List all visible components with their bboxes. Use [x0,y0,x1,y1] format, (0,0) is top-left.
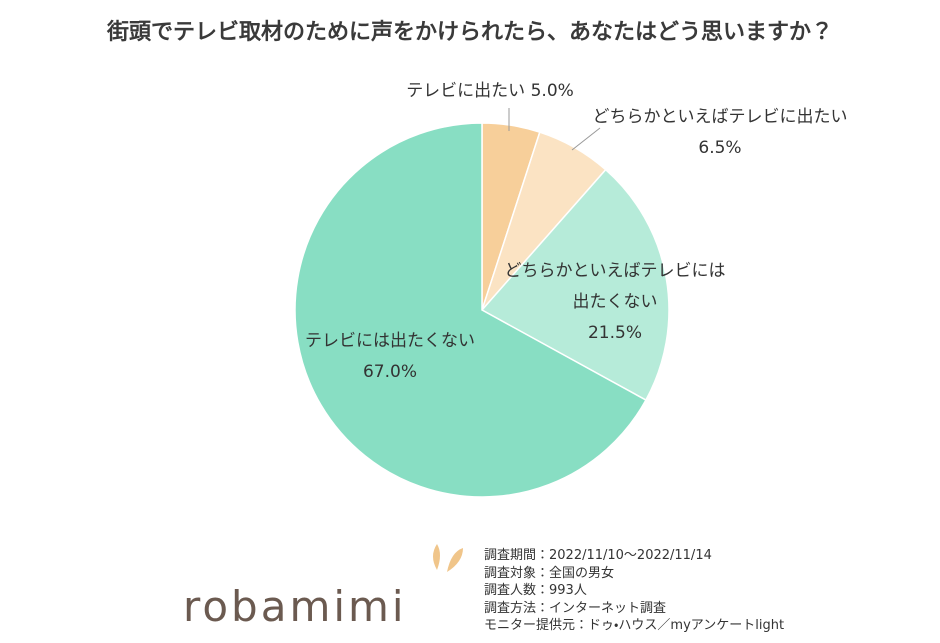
pie-slice [294,122,647,498]
note-line: 調査人数：993人 [484,583,587,598]
logo: robamimi [183,582,407,631]
slice-label: どちらかといえばテレビに出たい 6.5% [580,102,860,164]
note-line: 調査方法：インターネット調査 [484,600,667,616]
logo-ear [433,544,440,570]
slice-value: 6.5% [698,138,742,158]
slice-value: 67.0% [362,362,417,382]
pie [294,122,670,498]
slice-label: テレビには出たくない 67.0% [270,326,510,388]
leader-line [571,127,601,151]
note-line: モニター提供元：ドゥ・ハウス／myアンケートlight [484,618,785,633]
slice-name: テレビに出たい [406,81,526,101]
slice-value: 21.5% [587,323,642,343]
slice-label: テレビに出たい 5.0% [380,76,600,107]
pie-slice [480,168,670,402]
slice-label: どちらかといえばテレビには出たくない 21.5% [502,256,728,349]
chart-title: 街頭でテレビ取材のために声をかけられたら、あなたはどう思いますか？ [106,20,833,45]
slice-value: 5.0% [530,81,574,101]
logo-ear [447,548,463,572]
note-line: 調査対象：全国の男女 [484,565,615,581]
slice-name: どちらかといえばテレビには出たくない [504,261,726,312]
notes: 調査期間：2022/11/10～2022/11/14 調査対象：全国の男女 調査人数… [484,547,784,635]
slice-name: どちらかといえばテレビに出たい [592,107,848,127]
slice-name: テレビには出たくない [305,331,475,351]
note-line: 調査期間：2022/11/10～2022/11/14 [484,548,712,563]
